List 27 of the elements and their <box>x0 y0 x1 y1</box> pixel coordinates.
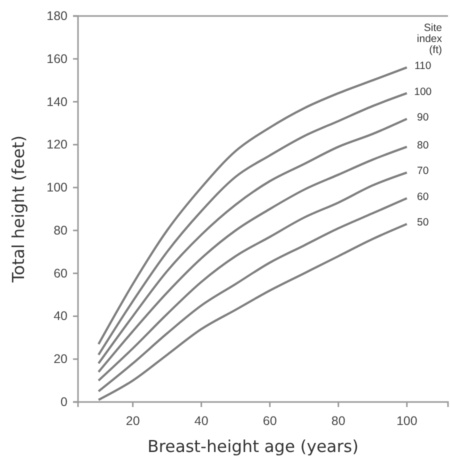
legend-title: Site index (ft) <box>416 22 443 56</box>
series-label: 60 <box>417 190 429 203</box>
y-axis-title: Total height (feet) <box>9 135 28 284</box>
y-tick-label: 20 <box>54 352 68 366</box>
y-tick-label: 100 <box>46 180 68 195</box>
line-series <box>97 222 408 401</box>
series-label: 70 <box>417 165 429 178</box>
x-axis-title: Breast-height age (years) <box>147 437 359 456</box>
x-tick-label: 80 <box>331 414 346 428</box>
series-label: 90 <box>417 112 429 124</box>
series-label: 50 <box>417 216 429 229</box>
series-label: 110 <box>414 60 432 72</box>
y-tick-label: 120 <box>46 138 68 152</box>
y-tick-label: 40 <box>54 309 68 324</box>
y-tick-label: 180 <box>46 9 68 23</box>
x-tick-label: 60 <box>262 414 277 428</box>
x-tick-label: 20 <box>126 414 140 428</box>
y-tick-label: 140 <box>46 94 68 109</box>
x-tick-label: 100 <box>396 414 418 428</box>
y-tick-label: 60 <box>54 266 68 280</box>
y-tick-label: 0 <box>60 395 68 409</box>
series-label: 100 <box>414 86 432 98</box>
series-label: 80 <box>417 139 429 152</box>
x-tick-label: 40 <box>194 414 208 428</box>
line-series <box>97 197 408 392</box>
y-tick-label: 160 <box>46 52 68 66</box>
y-tick-label: 80 <box>54 223 68 238</box>
